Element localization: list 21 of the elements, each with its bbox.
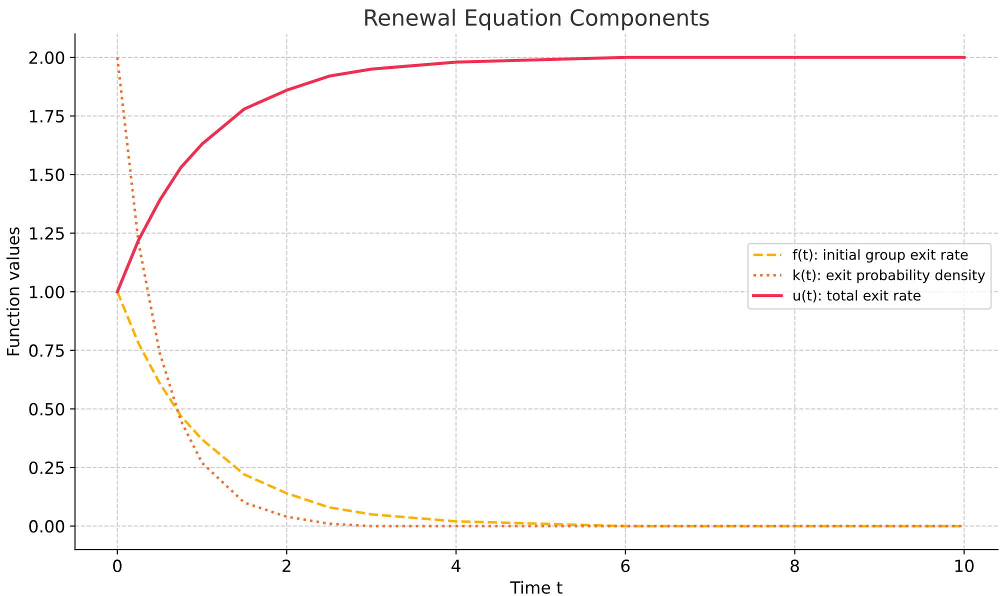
y-tick-label: 2.00 [29, 51, 64, 64]
y-tick-label: 0.50 [29, 402, 64, 416]
y-tick-label: 1.75 [30, 110, 64, 123]
y-tick-label: 1.00 [30, 286, 64, 298]
chart-title: Renewal Equation Components [365, 8, 709, 30]
x-axis-title: Time t [510, 580, 562, 594]
y-tick-label: 0.25 [29, 461, 64, 474]
legend-label: u(t): total exit rate [794, 290, 920, 302]
y-tick-label: 0.00 [29, 520, 64, 533]
legend-label: f(t): initial group exit rate [792, 249, 968, 263]
legend-label: k(t): exit probability density [794, 270, 986, 283]
x-tick-label: 6 [621, 560, 630, 572]
x-tick-label: 4 [452, 560, 460, 572]
y-tick-label: 1.25 [30, 227, 64, 240]
y-axis-title: Function values [6, 227, 20, 356]
x-tick-label: 10 [955, 560, 974, 572]
x-tick-label: 0 [113, 560, 122, 572]
x-tick-label: 8 [790, 560, 799, 572]
x-tick-label: 2 [282, 560, 290, 572]
y-tick-label: 1.50 [30, 168, 64, 182]
y-tick-label: 0.75 [29, 344, 64, 357]
